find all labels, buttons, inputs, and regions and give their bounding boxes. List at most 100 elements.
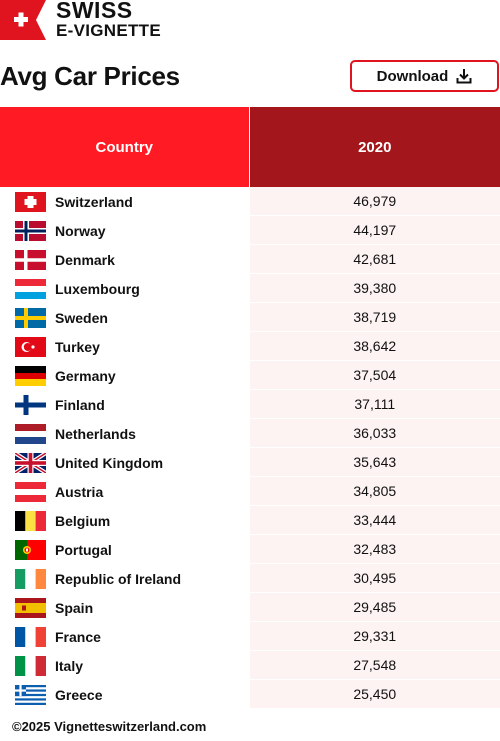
table-row: Turkey 38,642 [0, 332, 500, 361]
country-cell: Luxembourg [0, 274, 249, 303]
table-row: Luxembourg 39,380 [0, 274, 500, 303]
country-cell: Spain [0, 593, 249, 622]
price-value: 33,444 [353, 512, 397, 528]
table-row: Italy 27,548 [0, 651, 500, 680]
country-name: Norway [55, 222, 106, 239]
price-cell: 46,979 [249, 187, 500, 216]
price-value: 44,197 [353, 222, 397, 238]
price-value: 29,331 [353, 628, 397, 644]
price-value: 46,979 [353, 193, 397, 209]
price-cell: 38,642 [249, 332, 500, 361]
es-flag-icon [15, 597, 46, 618]
pt-flag-icon [15, 539, 46, 560]
ie-flag-icon [15, 568, 46, 589]
price-cell: 29,485 [249, 593, 500, 622]
country-name: Portugal [55, 541, 112, 558]
at-flag-icon [15, 481, 46, 502]
ch-flag-icon [15, 191, 46, 212]
country-name: Sweden [55, 309, 108, 326]
tr-flag-icon [15, 336, 46, 357]
country-cell: Denmark [0, 245, 249, 274]
table-header: Country 2020 [0, 107, 500, 187]
price-cell: 42,681 [249, 245, 500, 274]
fr-flag-icon [15, 626, 46, 647]
price-cell: 30,495 [249, 564, 500, 593]
price-value: 37,504 [353, 367, 397, 383]
country-cell: Netherlands [0, 419, 249, 448]
lu-flag-icon [15, 278, 46, 299]
price-cell: 32,483 [249, 535, 500, 564]
price-cell: 35,643 [249, 448, 500, 477]
country-name: Turkey [55, 338, 100, 355]
country-name: Finland [55, 396, 105, 413]
price-cell: 25,450 [249, 680, 500, 709]
table-row: Republic of Ireland 30,495 [0, 564, 500, 593]
brand-name-line2: E-VIGNETTE [56, 21, 162, 40]
table-row: Norway 44,197 [0, 216, 500, 245]
table-body: Switzerland 46,979 Norway 44,197 Denmark 42,6… [0, 187, 500, 709]
price-value: 27,548 [353, 657, 397, 673]
footer-copyright: ©2025 Vignetteswitzerland.com [12, 719, 207, 734]
table-row: Switzerland 46,979 [0, 187, 500, 216]
country-name: Luxembourg [55, 280, 140, 297]
price-value: 38,642 [353, 338, 397, 354]
country-name: Switzerland [55, 193, 133, 210]
fi-flag-icon [15, 394, 46, 415]
column-header-country[interactable]: Country [0, 107, 249, 187]
price-cell: 37,111 [249, 390, 500, 419]
price-value: 38,719 [353, 309, 397, 325]
gr-flag-icon [15, 684, 46, 705]
country-cell: Italy [0, 651, 249, 680]
price-value: 29,485 [353, 599, 397, 615]
page-title: Avg Car Prices [0, 61, 180, 91]
se-flag-icon [15, 307, 46, 328]
price-value: 25,450 [353, 686, 397, 702]
country-cell: Germany [0, 361, 249, 390]
dk-flag-icon [15, 249, 46, 270]
price-cell: 39,380 [249, 274, 500, 303]
country-name: France [55, 628, 101, 645]
country-cell: Finland [0, 390, 249, 419]
table-row: Sweden 38,719 [0, 303, 500, 332]
de-flag-icon [15, 365, 46, 386]
country-cell: Greece [0, 680, 249, 709]
price-value: 30,495 [353, 570, 397, 586]
table-row: Belgium 33,444 [0, 506, 500, 535]
country-name: Denmark [55, 251, 115, 268]
price-cell: 27,548 [249, 651, 500, 680]
column-header-2020[interactable]: 2020 [249, 107, 500, 187]
table-row: Netherlands 36,033 [0, 419, 500, 448]
country-name: Belgium [55, 512, 111, 529]
price-value: 35,643 [353, 454, 397, 470]
country-cell: France [0, 622, 249, 651]
price-value: 32,483 [353, 541, 397, 557]
price-cell: 37,504 [249, 361, 500, 390]
table-row: Denmark 42,681 [0, 245, 500, 274]
price-cell: 29,331 [249, 622, 500, 651]
brand-logo: SWISS E-VIGNETTE [0, 0, 200, 40]
be-flag-icon [15, 510, 46, 531]
country-name: Austria [55, 483, 104, 500]
table-row: Spain 29,485 [0, 593, 500, 622]
brand-name-line1: SWISS [56, 0, 133, 23]
table-row: Greece 25,450 [0, 680, 500, 709]
country-cell: United Kingdom [0, 448, 249, 477]
gb-flag-icon [15, 452, 46, 473]
download-button-label: Download [376, 67, 449, 85]
table-row: France 29,331 [0, 622, 500, 651]
download-button[interactable]: Download [350, 60, 499, 92]
table-row: Portugal 32,483 [0, 535, 500, 564]
table-row: United Kingdom 35,643 [0, 448, 500, 477]
country-name: Germany [55, 367, 116, 384]
price-cell: 38,719 [249, 303, 500, 332]
country-cell: Republic of Ireland [0, 564, 249, 593]
price-value: 37,111 [354, 396, 396, 412]
country-cell: Portugal [0, 535, 249, 564]
nl-flag-icon [15, 423, 46, 444]
price-cell: 33,444 [249, 506, 500, 535]
price-value: 34,805 [353, 483, 397, 499]
price-cell: 36,033 [249, 419, 500, 448]
country-cell: Turkey [0, 332, 249, 361]
country-cell: Austria [0, 477, 249, 506]
country-name: Greece [55, 686, 103, 703]
